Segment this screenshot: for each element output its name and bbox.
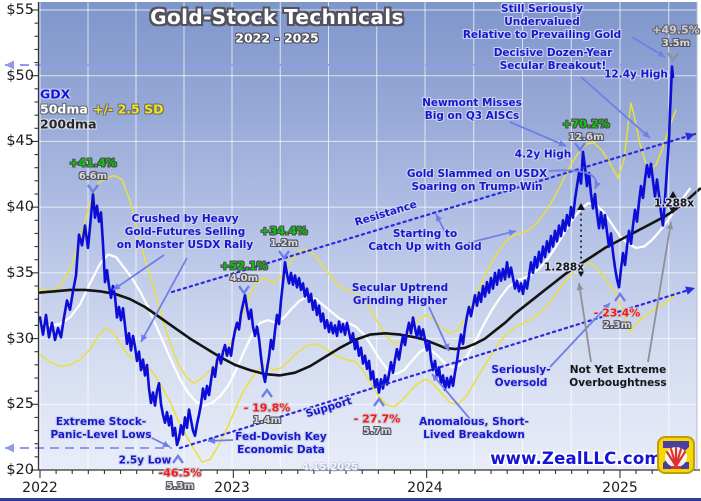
y-axis-label: $35 xyxy=(6,264,34,281)
x-axis-label: 2022 xyxy=(22,480,58,496)
y-axis-label: $40 xyxy=(6,199,34,216)
y-axis-label: $50 xyxy=(6,67,34,84)
y-axis-label: $20 xyxy=(6,462,34,478)
y-axis-label: $55 xyxy=(6,2,34,18)
x-axis-label: 2023 xyxy=(214,480,250,496)
zeal-logo xyxy=(657,436,695,474)
bottom-border xyxy=(0,498,701,501)
y-axis-label: $25 xyxy=(6,396,34,413)
y-axis-label: $45 xyxy=(6,133,34,150)
y-axis-label: $30 xyxy=(6,330,34,347)
x-axis-label: 2025 xyxy=(602,480,638,496)
x-axis-label: 2024 xyxy=(407,480,443,496)
